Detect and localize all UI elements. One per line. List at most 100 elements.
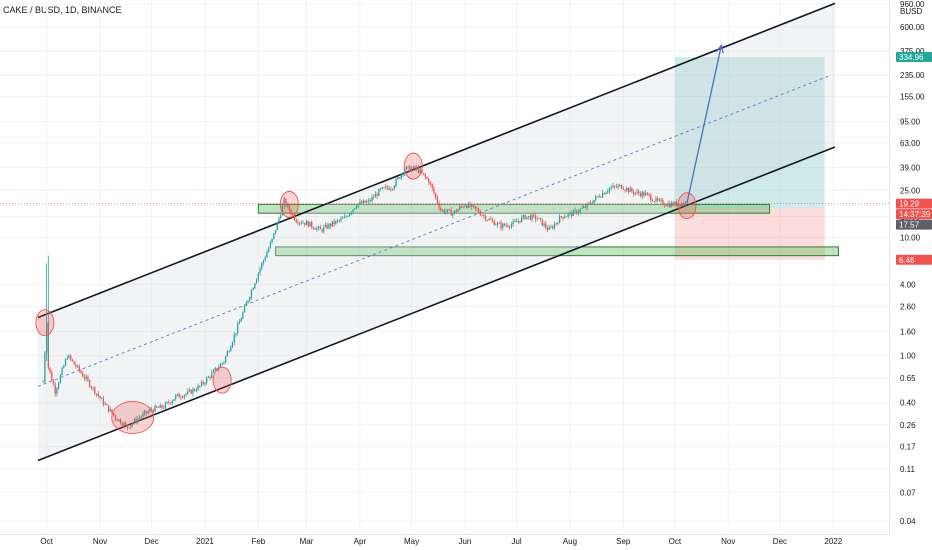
candle-body	[524, 214, 526, 219]
candle-body	[376, 194, 378, 196]
candle-body	[304, 222, 306, 225]
candles-layer	[42, 164, 686, 431]
candle-body	[459, 206, 461, 210]
candle-body	[374, 194, 377, 198]
candle-body	[173, 399, 175, 401]
candle-body	[409, 166, 411, 172]
candle-body	[429, 182, 432, 184]
time-tick-label: Dec	[144, 537, 158, 546]
candle-body	[564, 217, 566, 219]
candle-body	[643, 192, 645, 196]
candle-body	[471, 204, 473, 207]
channel-fill	[38, 3, 835, 461]
candle-body	[359, 201, 361, 204]
candle-body	[207, 376, 210, 378]
candle-body	[591, 203, 593, 205]
candle-body	[99, 395, 101, 399]
candle-body	[321, 229, 323, 232]
marked-point	[111, 401, 155, 434]
candle-body	[97, 393, 99, 396]
candle-body	[521, 217, 523, 223]
candle-body	[238, 321, 241, 325]
candle-body	[653, 201, 655, 203]
candle-body	[292, 214, 294, 215]
position-target-zone	[674, 56, 825, 209]
candle-body	[572, 210, 575, 216]
candle-body	[404, 169, 406, 175]
candle-body	[672, 202, 674, 206]
candle-body	[95, 393, 98, 395]
time-axis[interactable]: Oct Nov Dec 2021 Feb Mar Apr May Jun Jul Aug Sep Oct…	[40, 537, 842, 546]
projection-arrow-line	[686, 45, 723, 204]
candle-body	[651, 200, 654, 202]
price-tick-label: 0.11	[900, 465, 916, 474]
candle-body	[145, 411, 148, 414]
candle-body	[464, 205, 466, 208]
candle-body	[600, 197, 602, 198]
candle-body	[665, 205, 667, 207]
candle-body	[266, 252, 268, 258]
candle-body	[64, 359, 67, 366]
candle-body	[319, 226, 321, 230]
candle-body	[90, 386, 93, 388]
candle-body	[226, 351, 229, 357]
candle-body	[119, 419, 122, 424]
price-tick-label: 235.00	[900, 71, 925, 80]
candle-body	[144, 411, 146, 414]
candle-body	[410, 168, 413, 172]
candle-body	[247, 300, 249, 303]
marked-point	[279, 190, 299, 218]
candle-body	[393, 185, 395, 190]
candle-body	[586, 203, 588, 208]
price-tick-label: 600.00	[900, 23, 925, 32]
candle-body	[338, 220, 340, 222]
candle-body	[558, 216, 561, 224]
candle-body	[118, 419, 120, 421]
candle-body	[574, 210, 576, 212]
candle-body	[553, 224, 556, 229]
candle-body	[288, 204, 290, 211]
time-tick-label: Aug	[563, 537, 577, 546]
candle-body	[550, 226, 552, 228]
candle-body	[608, 188, 611, 192]
candle-body	[104, 403, 106, 405]
candle-body	[59, 375, 62, 383]
candle-body	[515, 221, 518, 222]
candle-body	[452, 213, 454, 216]
candle-body	[612, 185, 614, 188]
candle-body	[414, 166, 416, 169]
candle-body	[627, 187, 630, 192]
time-tick-label: Dec	[773, 537, 787, 546]
candle-body	[283, 199, 285, 207]
candle-body	[285, 199, 287, 206]
candle-body	[512, 221, 514, 225]
candle-body	[576, 210, 578, 214]
candle-body	[309, 221, 311, 227]
candle-body	[476, 208, 478, 210]
candle-body	[641, 192, 643, 197]
candle-body	[161, 404, 163, 408]
price-tick-label: 1.60	[900, 327, 916, 336]
candle-body	[467, 203, 469, 208]
marks-layer	[35, 152, 697, 434]
candle-body	[250, 290, 253, 298]
candle-body	[202, 381, 204, 384]
candle-body	[486, 219, 488, 221]
candle-body	[323, 226, 325, 232]
candle-body	[543, 223, 545, 226]
candle-body	[354, 208, 356, 210]
candle-body	[385, 186, 387, 188]
candle-body	[533, 214, 535, 216]
candle-body	[336, 220, 339, 222]
candle-body	[297, 222, 299, 224]
candle-body	[152, 409, 154, 412]
candle-body	[453, 210, 456, 214]
candle-body	[130, 425, 132, 428]
price-tick-label: 375.00	[900, 47, 925, 56]
candle-body	[276, 222, 278, 231]
candle-body	[479, 212, 482, 216]
candle-body	[187, 391, 189, 394]
candle-body	[472, 204, 475, 207]
time-tick-label: May	[404, 537, 419, 546]
